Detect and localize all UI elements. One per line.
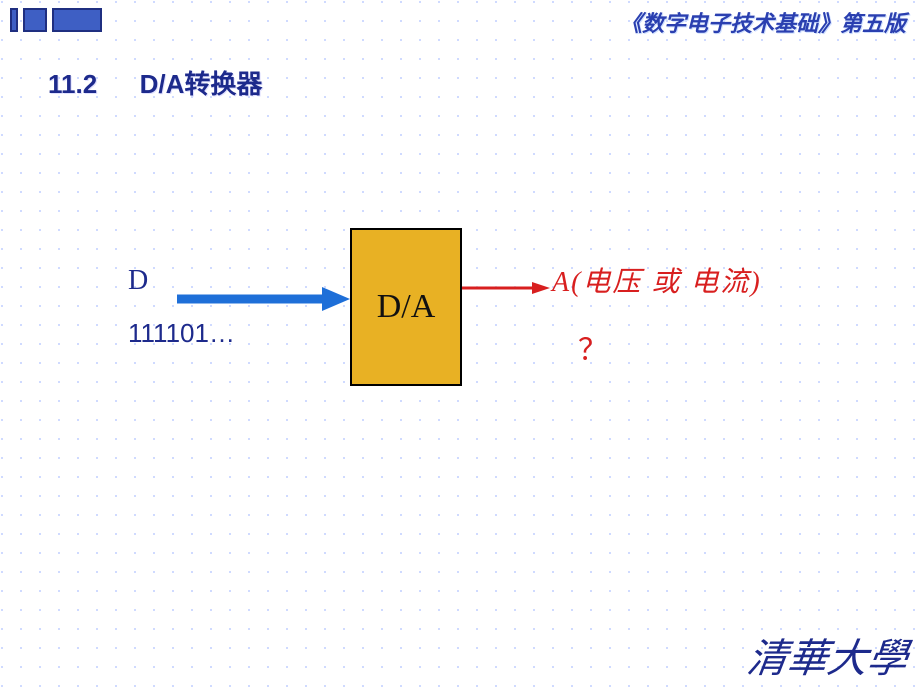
output-arrow (462, 282, 550, 294)
da-box-label: D/A (377, 288, 436, 326)
header-decor-seg (10, 8, 18, 32)
book-title: 《数字电子技术基础》第五版 (620, 6, 906, 38)
section-number: 11.2 (48, 69, 97, 99)
header-decor-seg (52, 8, 102, 32)
input-label-d: D (128, 265, 148, 297)
header-decor-seg (23, 8, 47, 32)
da-converter-box: D/A (350, 228, 462, 386)
input-label-bits: 111101… (128, 318, 235, 349)
section-text: D/A转换器 (140, 69, 263, 99)
output-label: A(电压 或 电流) (552, 260, 762, 300)
header-decor (10, 8, 102, 32)
section-title: 11.2 D/A转换器 (48, 64, 262, 101)
input-arrow (177, 287, 350, 311)
question-mark: ？ (578, 325, 608, 369)
university-signature: 清華大學 (744, 626, 912, 684)
